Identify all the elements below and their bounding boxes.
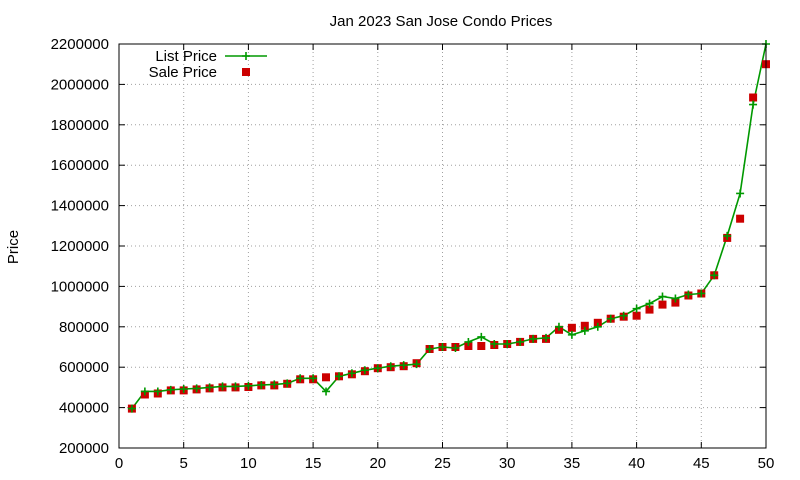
list-price-point [309, 374, 318, 383]
list-price-point [723, 231, 732, 240]
list-price-point [503, 339, 512, 348]
list-price-point [529, 334, 538, 343]
series-layer [127, 40, 770, 413]
list-price-point [645, 299, 654, 308]
sale-price-point [632, 311, 641, 320]
list-price-point [684, 290, 693, 299]
y-axis-label: Price [5, 230, 22, 264]
list-price-point [658, 292, 667, 301]
list-price-point [296, 374, 305, 383]
list-price-point [322, 387, 331, 396]
list-price-point [373, 364, 382, 373]
list-price-point [412, 360, 421, 369]
x-tick-label: 0 [115, 455, 123, 472]
list-price-point [231, 382, 240, 391]
list-price-point [464, 337, 473, 346]
list-price-point [619, 311, 628, 320]
list-price-point [347, 369, 356, 378]
list-price-point [283, 379, 292, 388]
x-tick-label: 35 [564, 455, 581, 472]
list-price-point [360, 366, 369, 375]
list-price-point [270, 380, 279, 389]
x-tick-label: 50 [758, 455, 775, 472]
list-price-point [244, 381, 253, 390]
legend-label-sale-price: Sale Price [149, 64, 217, 81]
sale-price-point [671, 298, 680, 307]
y-tick-label: 1400000 [51, 198, 109, 215]
list-price-point [257, 380, 266, 389]
x-tick-label: 40 [628, 455, 645, 472]
list-price-point [425, 345, 434, 354]
list-price-point [179, 385, 188, 394]
list-price-point [593, 322, 602, 331]
list-price-point [516, 337, 525, 346]
x-tick-label: 5 [180, 455, 188, 472]
list-price-point [490, 339, 499, 348]
y-tick-label: 2000000 [51, 76, 109, 93]
list-price-point [438, 343, 447, 351]
list-price-point [399, 361, 408, 370]
list-price-point [554, 322, 563, 331]
sale-price-point [736, 214, 745, 223]
plot-frame [118, 43, 767, 449]
legend-swatch-list-price-marker [242, 52, 250, 60]
list-price-point [580, 326, 589, 335]
sale-price-point [322, 373, 330, 382]
y-tick-label: 1600000 [51, 157, 109, 174]
list-price-point [542, 333, 551, 342]
list-price-point [334, 372, 343, 381]
y-tick-label: 1000000 [51, 278, 109, 295]
x-tick-label: 30 [499, 455, 516, 472]
y-tick-label: 1800000 [51, 117, 109, 134]
chart-title: Jan 2023 San Jose Condo Prices [330, 13, 553, 30]
legend-swatch-sale-price [242, 68, 250, 76]
list-price-point [140, 387, 149, 396]
list-price-point [671, 294, 680, 303]
list-price-point [749, 100, 758, 109]
x-tick-label: 20 [369, 455, 386, 472]
y-tick-label: 2200000 [51, 36, 109, 53]
list-price-point [710, 271, 719, 280]
list-price-line [131, 43, 767, 410]
x-tick-label: 10 [240, 455, 257, 472]
y-tick-label: 600000 [59, 359, 109, 376]
y-tick-label: 800000 [59, 319, 109, 336]
legend-label-list-price: List Price [155, 48, 217, 65]
sale-price-point [464, 342, 473, 350]
list-price-point [451, 344, 460, 353]
sale-price-point [477, 342, 486, 350]
list-price-point [218, 382, 227, 391]
list-price-point [697, 289, 706, 298]
list-price-point [606, 314, 615, 323]
list-price-point [166, 385, 175, 394]
axis-ticks: 0 5 10 15 20 25 30 35 40 45 50 200000 400000 600000 80… [51, 36, 775, 472]
list-price-point [632, 304, 641, 313]
list-price-point [153, 387, 162, 396]
x-tick-label: 45 [693, 455, 710, 472]
list-price-point [567, 330, 576, 339]
list-price-point [736, 189, 745, 198]
x-tick-label: 25 [434, 455, 451, 472]
x-tick-label: 15 [305, 455, 322, 472]
list-price-point [386, 362, 395, 371]
sale-price-point [645, 305, 654, 314]
list-price-point [127, 404, 136, 413]
y-tick-label: 1200000 [51, 238, 109, 255]
sale-price-point [658, 300, 667, 309]
sale-price-point [580, 321, 589, 330]
sale-price-point [567, 323, 576, 332]
list-price-point [205, 383, 214, 392]
y-tick-label: 400000 [59, 400, 109, 417]
sale-price-point [749, 93, 758, 102]
list-price-point [192, 384, 201, 393]
y-tick-label: 200000 [59, 440, 109, 457]
list-price-point [477, 332, 486, 341]
